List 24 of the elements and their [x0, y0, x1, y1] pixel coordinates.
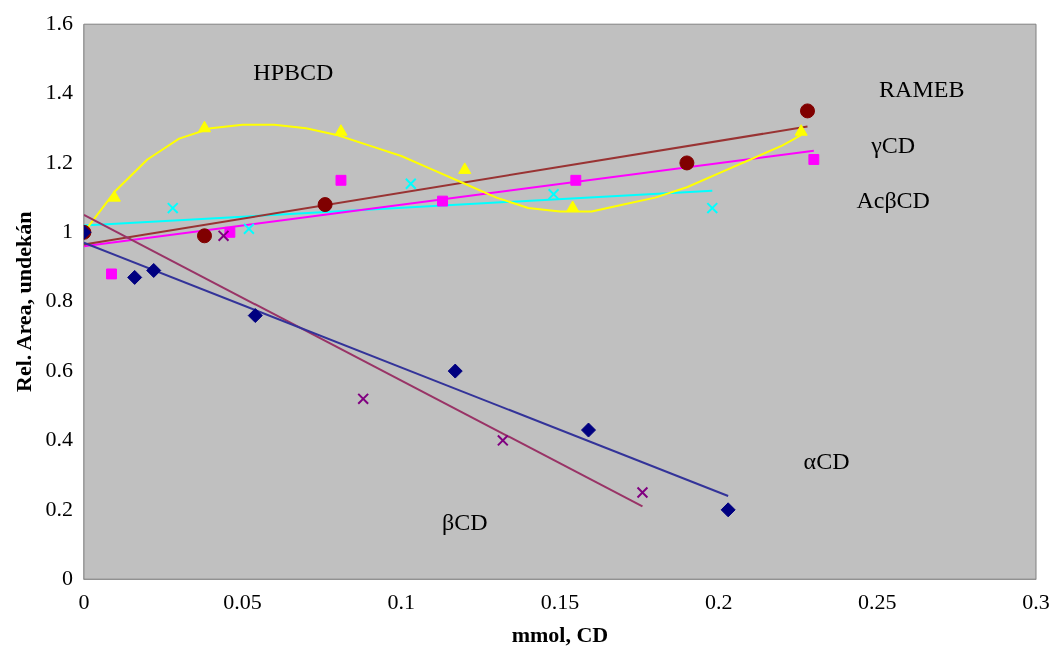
y-tick-label: 1.4 [45, 79, 73, 105]
y-tick-label: 1 [61, 218, 73, 244]
x-tick-label: 0.25 [858, 589, 897, 615]
y-tick-label: 0.6 [45, 356, 73, 382]
annotation: AcβCD [856, 187, 930, 214]
y-tick-label: 0.4 [45, 426, 73, 452]
annotation: γCD [870, 131, 916, 158]
y-tick-label: 0.2 [45, 495, 73, 521]
x-tick-label: 0.05 [223, 589, 262, 615]
annotation: RAMEB [879, 76, 965, 103]
annotation: βCD [441, 509, 488, 535]
y-axis-title: Rel. Area, undekán [10, 211, 36, 392]
y-tick-label: 1.2 [45, 148, 73, 174]
x-axis-title: mmol, CD [511, 622, 609, 648]
y-tick-label: 0 [61, 564, 73, 590]
x-tick-label: 0.2 [704, 589, 733, 615]
annotation: αCD [803, 447, 850, 474]
x-tick-label: 0.3 [1022, 589, 1050, 615]
x-tick-label: 0.1 [387, 589, 416, 615]
x-tick-label: 0.15 [540, 589, 580, 615]
annotation: HPBCD [253, 59, 334, 86]
x-tick-label: 0 [78, 589, 90, 615]
y-tick-label: 1.6 [45, 9, 73, 35]
y-tick-label: 0.8 [45, 287, 73, 313]
